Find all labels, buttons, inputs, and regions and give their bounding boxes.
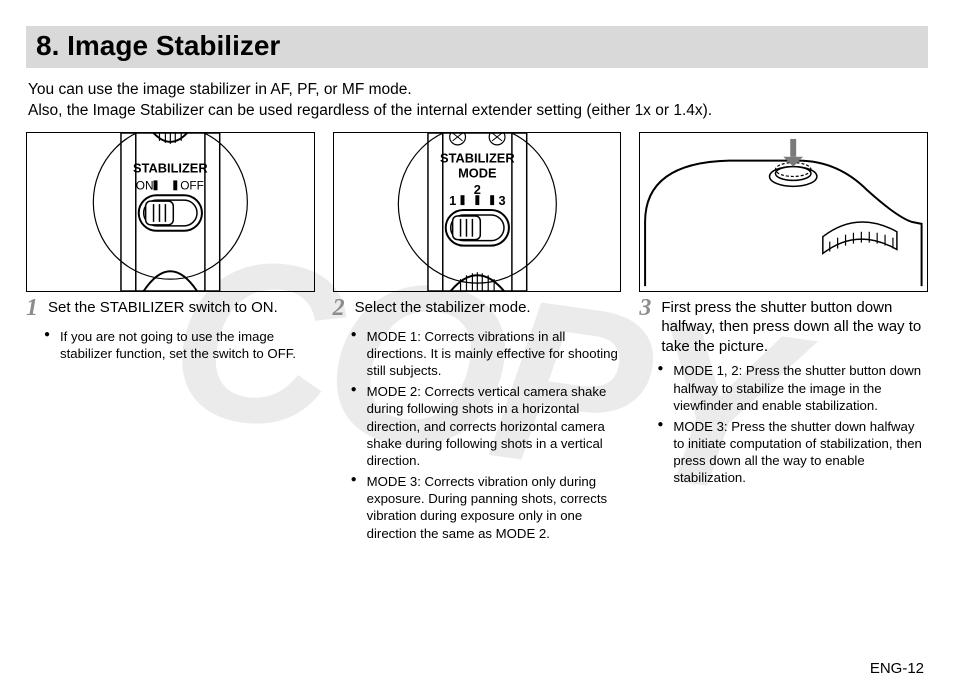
step-3-heading: 3 First press the shutter button down ha… [639,298,928,357]
illustration-shutter-press [639,132,928,292]
illus1-label-top: STABILIZER [133,160,208,175]
step-2-number: 2 [333,296,349,320]
intro-line-2: Also, the Image Stabilizer can be used r… [28,101,926,122]
illus1-label-off: OFF [180,178,204,192]
list-item: MODE 3: Corrects vibration only during e… [355,473,622,542]
section-title-bar: 8. Image Stabilizer [26,26,928,68]
illus1-label-on: ON [136,178,154,192]
list-item: MODE 2: Corrects vertical camera shake d… [355,383,622,469]
step-2-heading: 2 Select the stabilizer mode. [333,298,622,322]
columns-container: STABILIZER ON OFF [26,132,928,546]
step-3-bullets: MODE 1, 2: Press the shutter button down… [639,362,928,486]
svg-text:MODE: MODE [458,165,497,180]
svg-text:2: 2 [473,182,480,197]
step-2-bullets: MODE 1: Corrects vibrations in all direc… [333,328,622,542]
column-3: 3 First press the shutter button down ha… [639,132,928,546]
list-item: MODE 3: Press the shutter down halfway t… [661,418,928,487]
step-2-text: Select the stabilizer mode. [355,298,531,318]
step-1-text: Set the STABILIZER switch to ON. [48,298,278,318]
illustration-stabilizer-switch: STABILIZER ON OFF [26,132,315,292]
list-item: MODE 1, 2: Press the shutter button down… [661,362,928,413]
step-1-heading: 1 Set the STABILIZER switch to ON. [26,298,315,322]
list-item: MODE 1: Corrects vibrations in all direc… [355,328,622,379]
page-number: ENG-12 [870,660,924,677]
svg-text:1: 1 [449,193,456,208]
svg-text:3: 3 [498,193,505,208]
step-3-text: First press the shutter button down half… [661,298,928,357]
step-1-bullets: If you are not going to use the image st… [26,328,315,362]
section-title: 8. Image Stabilizer [36,30,918,62]
illustration-mode-switch: STABILIZER MODE 2 1 3 [333,132,622,292]
intro-line-1: You can use the image stabilizer in AF, … [28,80,926,101]
step-3-number: 3 [639,296,655,320]
svg-text:STABILIZER: STABILIZER [440,150,515,165]
intro-text: You can use the image stabilizer in AF, … [26,80,928,122]
column-2: STABILIZER MODE 2 1 3 [333,132,622,546]
step-1-number: 1 [26,296,42,320]
list-item: If you are not going to use the image st… [48,328,315,362]
column-1: STABILIZER ON OFF [26,132,315,546]
